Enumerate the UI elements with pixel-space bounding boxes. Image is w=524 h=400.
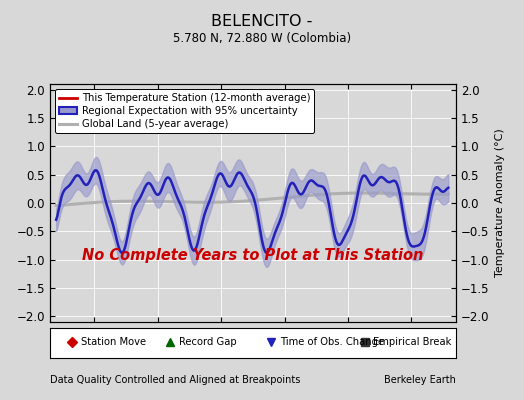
Text: Station Move: Station Move: [81, 338, 146, 347]
Text: BELENCITO -: BELENCITO -: [211, 14, 313, 29]
Text: Empirical Break: Empirical Break: [374, 338, 452, 347]
Legend: This Temperature Station (12-month average), Regional Expectation with 95% uncer: This Temperature Station (12-month avera…: [55, 89, 314, 133]
Y-axis label: Temperature Anomaly (°C): Temperature Anomaly (°C): [495, 129, 505, 277]
Text: 5.780 N, 72.880 W (Colombia): 5.780 N, 72.880 W (Colombia): [173, 32, 351, 45]
Text: No Complete Years to Plot at This Station: No Complete Years to Plot at This Statio…: [82, 248, 423, 263]
Text: Record Gap: Record Gap: [179, 338, 236, 347]
Text: Time of Obs. Change: Time of Obs. Change: [280, 338, 384, 347]
Text: Berkeley Earth: Berkeley Earth: [384, 375, 456, 385]
Text: Data Quality Controlled and Aligned at Breakpoints: Data Quality Controlled and Aligned at B…: [50, 375, 300, 385]
